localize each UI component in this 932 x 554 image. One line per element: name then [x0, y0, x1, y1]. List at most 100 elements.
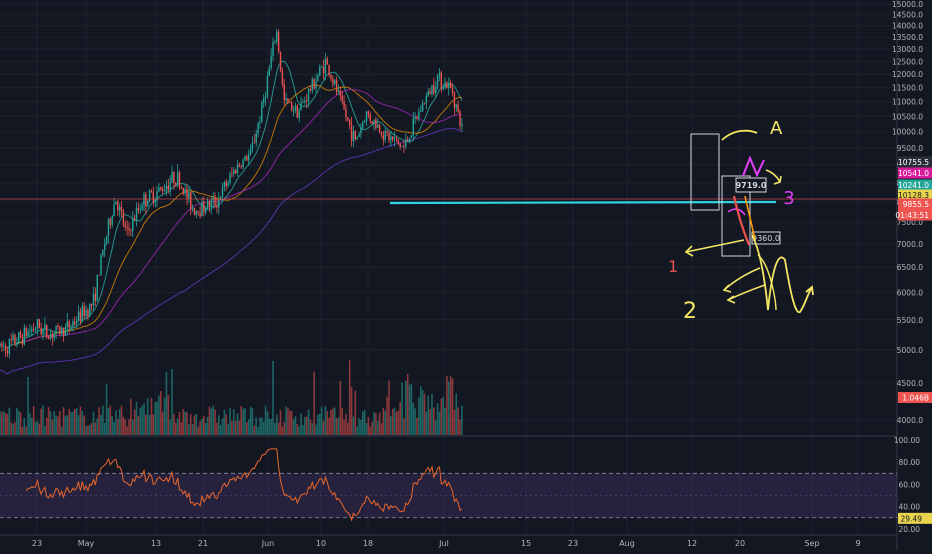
candle-body — [294, 105, 297, 111]
rsi-axis-tick-label: 40.00 — [899, 503, 921, 512]
price-tag-label: 10541.0 — [898, 169, 929, 178]
handwritten-arrow — [684, 239, 745, 257]
volume-bar — [105, 384, 108, 435]
rsi-tag — [898, 512, 932, 524]
volume-bar — [184, 411, 186, 435]
volume-bar — [425, 411, 428, 435]
candle-body — [68, 321, 70, 328]
volume-bar — [421, 389, 424, 435]
rsi-axis-tick-label: 80.00 — [899, 458, 921, 467]
candle-body — [304, 100, 306, 102]
candle-body — [375, 119, 377, 128]
rsi-band — [0, 473, 897, 518]
volume-bar — [251, 408, 254, 435]
candle-body — [242, 159, 244, 168]
volume-bar — [221, 418, 224, 435]
candle-body — [199, 212, 201, 217]
price-axis-tick-label: 5500.0 — [897, 316, 923, 325]
volume-bar — [300, 413, 302, 435]
volume-bar — [173, 413, 175, 435]
candle-body — [442, 87, 444, 89]
volume-bar — [330, 410, 332, 435]
rsi-line — [25, 448, 463, 522]
volume-bar — [158, 395, 160, 435]
volume-bar — [225, 414, 228, 435]
price-label-box — [751, 231, 781, 245]
volume-bar — [227, 423, 229, 435]
volume-bar — [206, 417, 209, 435]
volume-bar — [423, 393, 426, 435]
candle-body — [126, 226, 128, 228]
candle-body — [276, 31, 278, 42]
price-axis-tick-label: 12000.0 — [892, 70, 923, 79]
volume-bar — [341, 407, 344, 435]
candle-body — [317, 75, 319, 82]
volume-bar — [117, 418, 119, 435]
volume-bar — [87, 425, 89, 435]
candle-body — [57, 325, 59, 327]
candle-body — [40, 328, 42, 335]
candle-body — [253, 142, 256, 144]
candle-body — [14, 334, 16, 345]
volume-bar — [64, 415, 67, 435]
volume-bar — [214, 409, 216, 435]
candle-body — [307, 89, 310, 102]
volume-bar — [283, 421, 286, 435]
volume-bar — [429, 409, 431, 435]
volume-bar — [156, 401, 158, 435]
candle-body — [339, 90, 342, 96]
candle-body — [89, 304, 91, 317]
candle-body — [219, 196, 222, 199]
candle-body — [279, 51, 282, 71]
candle-body — [206, 201, 209, 209]
candle-body — [326, 58, 328, 65]
price-tag — [898, 198, 932, 210]
price-tag-label: 10128.3 — [898, 191, 929, 200]
volume-bar — [143, 403, 145, 435]
volume-bar — [337, 417, 340, 435]
candle-body — [459, 111, 461, 127]
volume-bar — [401, 382, 403, 435]
volume-bar — [343, 419, 345, 435]
candle-body — [100, 255, 102, 275]
candle-body — [315, 81, 317, 89]
price-axis-tick-label: 10500.0 — [892, 112, 923, 121]
volume-bar — [96, 418, 99, 435]
volume-bar — [88, 424, 91, 435]
volume-bar — [358, 418, 360, 435]
volume-bar — [277, 422, 280, 435]
volume-bar — [442, 397, 444, 435]
volume-bar — [141, 405, 143, 435]
volume-bar — [135, 402, 138, 435]
volume-bar — [255, 417, 257, 435]
volume-bar — [246, 422, 248, 435]
volume-bar — [21, 426, 24, 435]
candle-body — [92, 293, 95, 306]
volume-bar — [294, 416, 297, 435]
volume-bar — [79, 406, 82, 435]
candle-body — [334, 80, 336, 84]
candle-body — [130, 230, 132, 232]
volume-tag-label: 1.046B — [902, 394, 929, 403]
candle-body — [36, 319, 39, 329]
candle-body — [405, 139, 407, 147]
candle-body — [384, 131, 386, 140]
candle-body — [214, 197, 216, 206]
volume-bar — [397, 410, 400, 435]
volume-bar — [128, 419, 130, 435]
candle-body — [158, 187, 160, 192]
candle-body — [298, 110, 300, 118]
candle-body — [341, 95, 343, 102]
time-axis-tick-label: 20 — [735, 539, 745, 548]
volume-bar — [311, 423, 314, 435]
candle-body — [225, 182, 227, 187]
volume-bar — [388, 380, 390, 435]
volume-bar — [335, 417, 338, 435]
candle-body — [421, 102, 424, 112]
volume-bar — [395, 411, 398, 435]
candle-body — [6, 351, 9, 354]
candle-body — [249, 148, 252, 155]
candle-body — [240, 166, 242, 168]
candle-body — [251, 142, 254, 149]
